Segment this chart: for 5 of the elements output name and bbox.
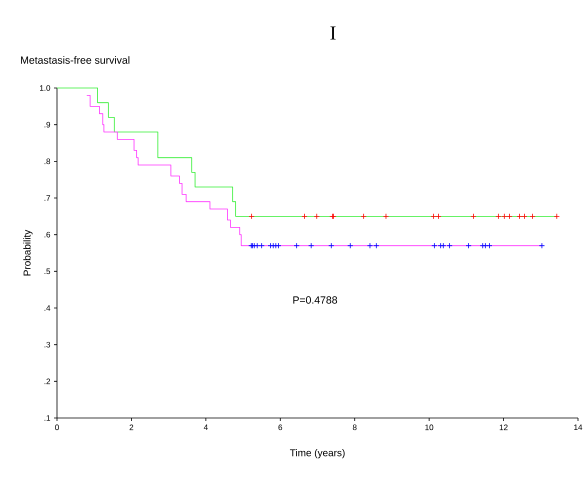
text: I	[330, 26, 336, 40]
y-axis-title: Probability	[23, 230, 33, 276]
chart-title: Metastasis-free survival	[21, 56, 130, 64]
x-axis-title: Time (years)	[290, 449, 345, 458]
annotation: P=0.4788	[293, 296, 338, 304]
